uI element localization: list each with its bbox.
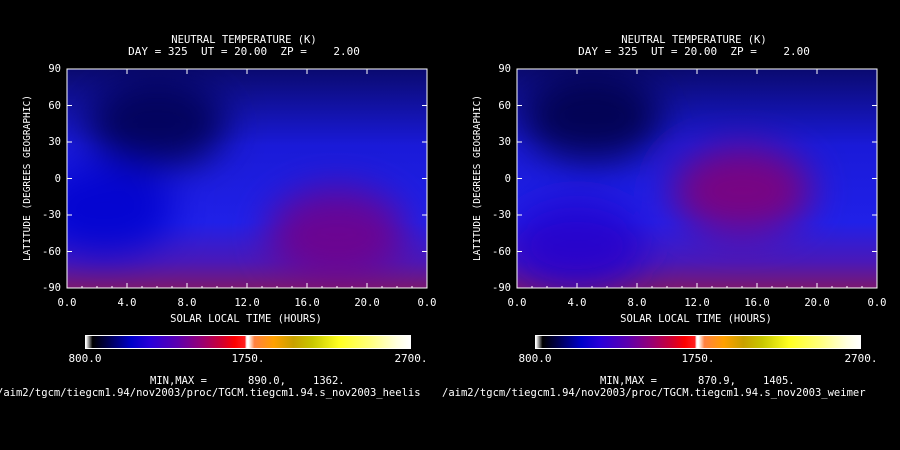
x-tick-label: 4.0 xyxy=(567,297,587,309)
y-tick-label: -90 xyxy=(492,282,511,294)
y-tick-label: 0 xyxy=(504,172,511,185)
y-axis-label: LATITUDE (DEGREES GEOGRAPHIC) xyxy=(22,95,33,261)
field-feature-0 xyxy=(267,188,407,279)
minmax-label: MIN,MAX = xyxy=(150,375,207,387)
x-tick-label: 0.0 xyxy=(417,297,437,309)
colorbar-max-label: 2700. xyxy=(394,352,428,365)
temperature-field xyxy=(67,69,427,288)
y-tick-label: -30 xyxy=(492,209,511,221)
field-feature-1 xyxy=(517,200,647,288)
x-tick-label: 20.0 xyxy=(804,297,830,309)
x-tick-label: 8.0 xyxy=(177,297,197,309)
y-tick-label: -90 xyxy=(42,282,61,294)
x-tick-label: 0.0 xyxy=(507,297,527,309)
chart-subtitle: DAY = 325 UT = 20.00 ZP = 2.00 xyxy=(128,45,360,58)
colorbar-mid-label: 1750. xyxy=(681,352,715,365)
colorbar-mid-label: 1750. xyxy=(231,352,265,365)
field-feature-2 xyxy=(522,72,662,163)
min-value: 870.9, xyxy=(698,375,736,387)
chart-subtitle: DAY = 325 UT = 20.00 ZP = 2.00 xyxy=(578,45,810,58)
x-tick-label: 16.0 xyxy=(294,297,320,309)
x-axis-label: SOLAR LOCAL TIME (HOURS) xyxy=(170,313,322,325)
y-tick-label: -30 xyxy=(42,209,61,221)
plot-svg xyxy=(66,68,428,289)
colorbar-max-label: 2700. xyxy=(844,352,878,365)
chart-title: NEUTRAL TEMPERATURE (K) xyxy=(621,34,767,46)
min-value: 890.0, xyxy=(248,375,286,387)
y-tick-label: -60 xyxy=(492,245,511,258)
minmax-label: MIN,MAX = xyxy=(600,375,657,387)
y-tick-label: 30 xyxy=(498,136,511,148)
plot-svg xyxy=(516,68,878,289)
field-feature-2 xyxy=(87,78,227,169)
max-value: 1362. xyxy=(313,375,345,387)
x-tick-label: 20.0 xyxy=(354,297,380,309)
y-tick-label: 60 xyxy=(498,99,511,112)
field-feature-1 xyxy=(67,163,175,254)
y-tick-label: -60 xyxy=(42,245,61,258)
file-path-label: /aim2/tgcm/tiegcm1.94/nov2003/proc/TGCM.… xyxy=(442,387,866,399)
left-panel: NEUTRAL TEMPERATURE (K) DAY = 325 UT = 20… xyxy=(0,34,437,399)
x-axis-label: SOLAR LOCAL TIME (HOURS) xyxy=(620,313,772,325)
x-tick-label: 12.0 xyxy=(234,297,260,309)
x-tick-label: 8.0 xyxy=(627,297,647,309)
colorbar-min-label: 800.0 xyxy=(68,352,102,365)
y-axis-label: LATITUDE (DEGREES GEOGRAPHIC) xyxy=(472,95,483,261)
y-tick-label: 0 xyxy=(54,172,61,185)
x-tick-label: 4.0 xyxy=(117,297,137,309)
y-tick-label: 90 xyxy=(498,63,511,75)
y-tick-label: 60 xyxy=(48,99,61,112)
x-tick-label: 0.0 xyxy=(867,297,887,309)
chart-title: NEUTRAL TEMPERATURE (K) xyxy=(171,34,317,46)
x-tick-label: 12.0 xyxy=(684,297,710,309)
colorbar xyxy=(535,335,861,349)
max-value: 1405. xyxy=(763,375,795,387)
temperature-field xyxy=(517,69,877,288)
colorbar xyxy=(85,335,411,349)
field-feature-0 xyxy=(672,145,812,236)
file-path-label: /aim2/tgcm/tiegcm1.94/nov2003/proc/TGCM.… xyxy=(0,387,421,399)
colorbar-min-label: 800.0 xyxy=(518,352,552,365)
y-tick-label: 30 xyxy=(48,136,61,148)
right-panel: NEUTRAL TEMPERATURE (K) DAY = 325 UT = 20… xyxy=(442,0,900,450)
x-tick-label: 16.0 xyxy=(744,297,770,309)
x-tick-label: 0.0 xyxy=(57,297,77,309)
y-tick-label: 90 xyxy=(48,63,61,75)
